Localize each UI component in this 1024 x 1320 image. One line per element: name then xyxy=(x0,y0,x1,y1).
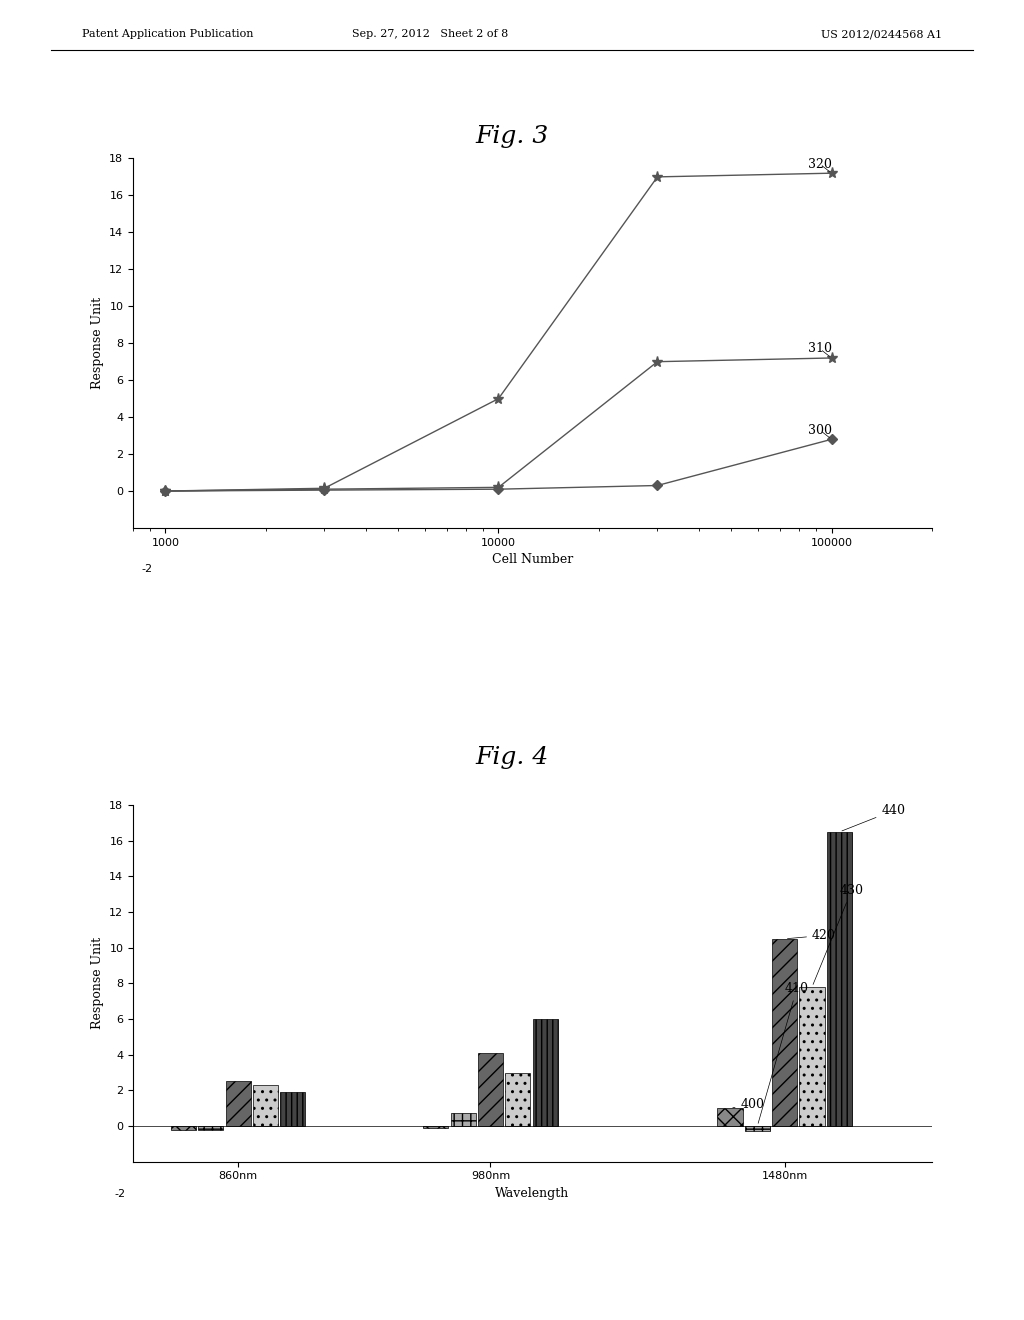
Bar xyxy=(718,1109,742,1126)
Text: Sep. 27, 2012   Sheet 2 of 8: Sep. 27, 2012 Sheet 2 of 8 xyxy=(352,29,508,40)
Bar xyxy=(423,1126,449,1127)
Bar xyxy=(225,1081,251,1126)
Text: 320: 320 xyxy=(808,157,831,172)
Text: Fig. 4: Fig. 4 xyxy=(475,746,549,768)
Text: 310: 310 xyxy=(808,342,833,356)
Text: -2: -2 xyxy=(114,1189,125,1200)
Y-axis label: Response Unit: Response Unit xyxy=(91,937,103,1030)
Text: 410: 410 xyxy=(758,982,809,1123)
Text: Patent Application Publication: Patent Application Publication xyxy=(82,29,253,40)
Text: 440: 440 xyxy=(842,804,905,830)
X-axis label: Cell Number: Cell Number xyxy=(492,553,573,566)
Bar xyxy=(171,1126,197,1130)
Bar xyxy=(800,987,824,1126)
Text: US 2012/0244568 A1: US 2012/0244568 A1 xyxy=(821,29,942,40)
Text: 420: 420 xyxy=(787,929,836,942)
Bar xyxy=(451,1114,476,1126)
Text: 400: 400 xyxy=(733,1098,765,1111)
Text: 430: 430 xyxy=(813,884,863,985)
Bar xyxy=(772,939,798,1126)
Text: 300: 300 xyxy=(808,424,833,438)
Bar xyxy=(826,832,852,1126)
Text: -2: -2 xyxy=(141,565,153,574)
X-axis label: Wavelength: Wavelength xyxy=(496,1187,569,1200)
Bar xyxy=(478,1053,503,1126)
Bar xyxy=(199,1126,223,1130)
Bar xyxy=(253,1085,279,1126)
Bar xyxy=(281,1092,305,1126)
Y-axis label: Response Unit: Response Unit xyxy=(91,297,103,389)
Bar xyxy=(532,1019,558,1126)
Text: Fig. 3: Fig. 3 xyxy=(475,125,549,148)
Bar xyxy=(505,1072,530,1126)
Bar xyxy=(744,1126,770,1131)
